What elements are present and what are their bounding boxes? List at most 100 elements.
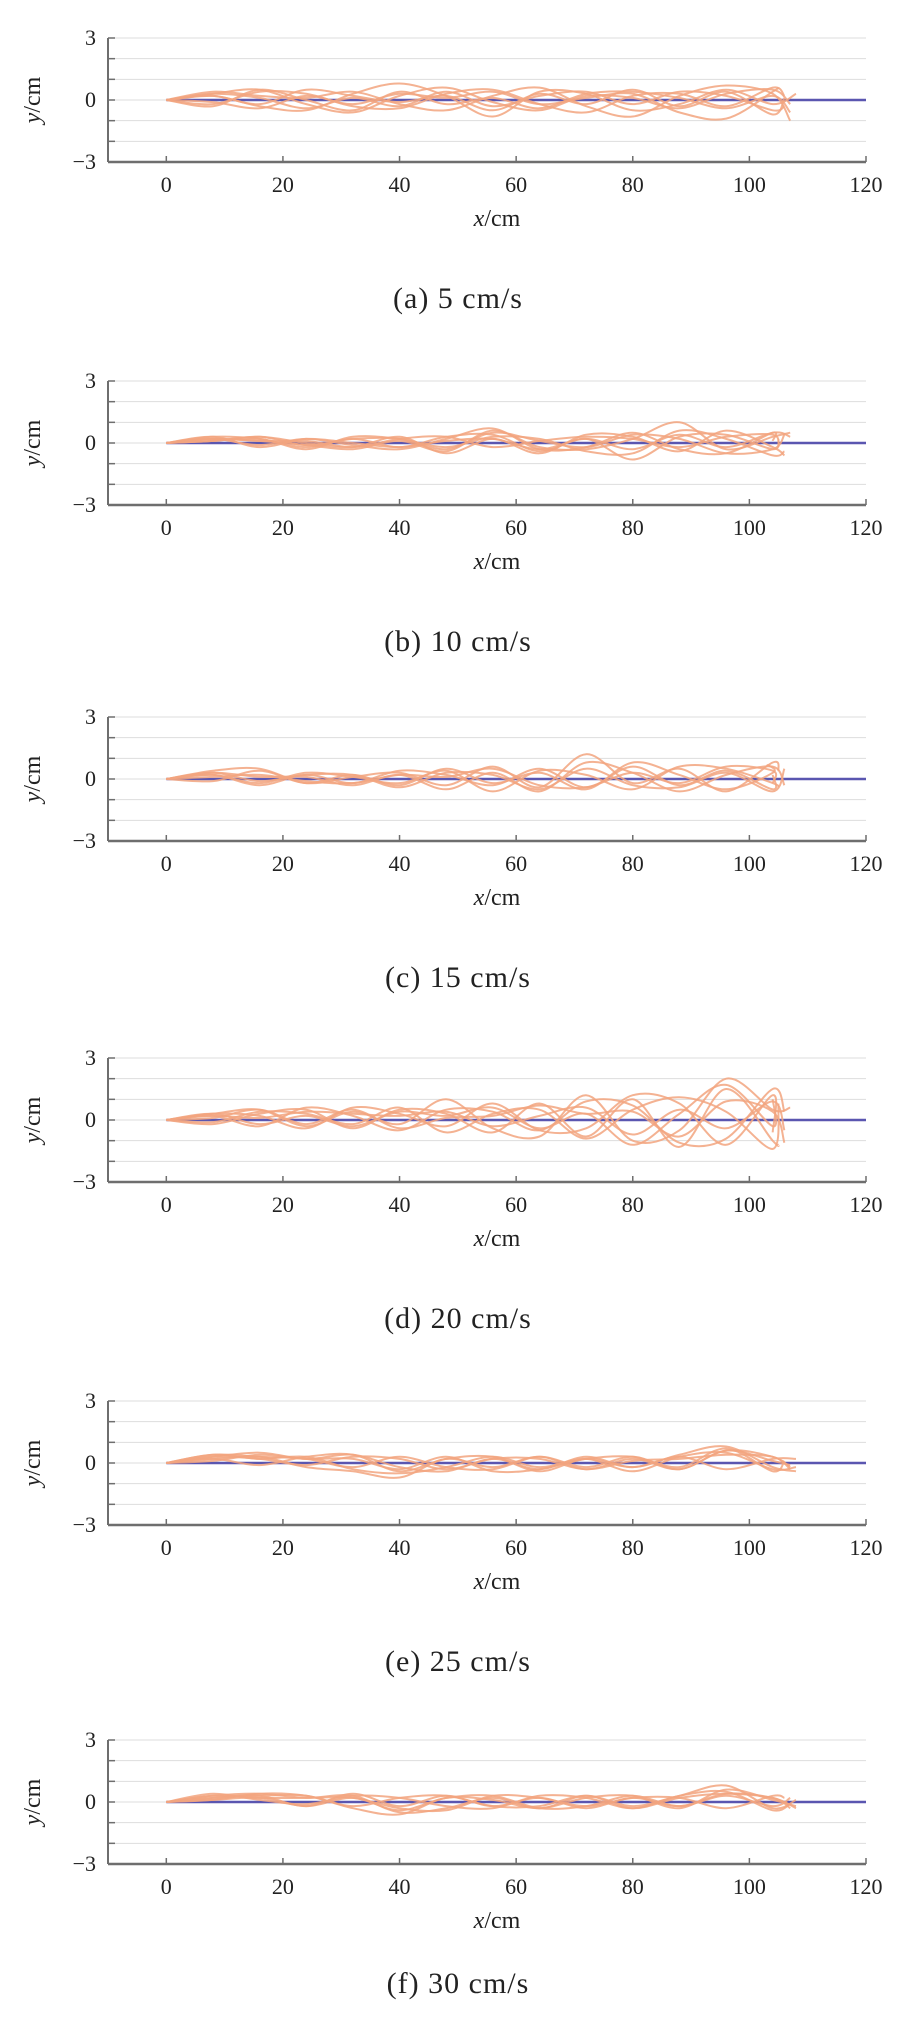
x-tick-label: 40 bbox=[389, 1192, 411, 1217]
trajectory-line-5 bbox=[166, 1096, 780, 1150]
y-axis-label: y/cm bbox=[20, 1778, 46, 1827]
y-axis-unit: /cm bbox=[20, 1439, 46, 1475]
x-tick-label: 120 bbox=[850, 515, 883, 540]
trajectory-line-3 bbox=[166, 82, 797, 118]
y-axis-label: y/cm bbox=[20, 76, 46, 125]
x-tick-label: 100 bbox=[733, 172, 766, 197]
trajectory-line-4 bbox=[166, 1447, 786, 1474]
y-tick-label: 0 bbox=[85, 87, 96, 112]
chart-caption-d: (d) 20 cm/s bbox=[384, 1302, 532, 1335]
x-tick-label: 20 bbox=[272, 1535, 294, 1560]
x-axis-unit: /cm bbox=[484, 885, 520, 911]
x-tick-label: 0 bbox=[161, 515, 172, 540]
x-tick-label: 60 bbox=[505, 515, 527, 540]
trajectory-line-7 bbox=[166, 1083, 778, 1146]
chart-caption-c: (c) 15 cm/s bbox=[385, 961, 531, 994]
chart-panel-b: 0 20 40 60 80 100 120 −3 0 3 y/cm x/cm (b) 10 cm/s bbox=[0, 343, 916, 683]
y-axis-variable: y bbox=[20, 112, 46, 125]
x-tick-label: 120 bbox=[850, 851, 883, 876]
trajectory-line-4 bbox=[166, 761, 776, 791]
x-tick-label: 40 bbox=[389, 172, 411, 197]
x-tick-label: 20 bbox=[272, 1192, 294, 1217]
y-tick-label: 3 bbox=[85, 1045, 96, 1070]
y-tick-label: 0 bbox=[85, 766, 96, 791]
x-tick-label: 60 bbox=[505, 1192, 527, 1217]
x-tick-label: 80 bbox=[622, 172, 644, 197]
trajectory-line-2 bbox=[166, 765, 778, 791]
y-axis-label: y/cm bbox=[20, 1096, 46, 1145]
x-axis-label: x/cm bbox=[473, 1908, 521, 1934]
trajectory-line-4 bbox=[166, 427, 778, 456]
y-tick-label: −3 bbox=[73, 1851, 96, 1876]
trajectory-line-6 bbox=[166, 1452, 797, 1473]
x-tick-label: 20 bbox=[272, 851, 294, 876]
y-axis-variable: y bbox=[20, 1814, 46, 1827]
x-axis-variable: x bbox=[473, 1226, 485, 1252]
x-axis-variable: x bbox=[473, 1908, 485, 1934]
x-tick-label: 40 bbox=[389, 1874, 411, 1899]
chart-panel-c: 0 20 40 60 80 100 120 −3 0 3 y/cm x/cm (c) 15 cm/s bbox=[0, 679, 916, 1019]
x-tick-label: 100 bbox=[733, 515, 766, 540]
trajectory-line-3 bbox=[166, 760, 786, 793]
x-axis-label: x/cm bbox=[473, 1226, 521, 1252]
x-tick-label: 80 bbox=[622, 1535, 644, 1560]
y-tick-label: 3 bbox=[85, 1388, 96, 1413]
trajectory-line-1 bbox=[166, 86, 791, 114]
x-tick-label: 40 bbox=[389, 851, 411, 876]
trajectory-line-8 bbox=[166, 431, 786, 455]
x-tick-label: 80 bbox=[622, 1192, 644, 1217]
y-tick-label: 3 bbox=[85, 368, 96, 393]
trajectory-line-5 bbox=[166, 86, 780, 121]
x-tick-label: 120 bbox=[850, 1874, 883, 1899]
chart-caption-a: (a) 5 cm/s bbox=[393, 282, 523, 315]
y-tick-label: 0 bbox=[85, 1107, 96, 1132]
x-axis-unit: /cm bbox=[484, 206, 520, 232]
y-tick-label: 0 bbox=[85, 430, 96, 455]
chart-panel-d: 0 20 40 60 80 100 120 −3 0 3 y/cm x/cm (d) 20 cm/s bbox=[0, 1020, 916, 1360]
x-tick-label: 120 bbox=[850, 1192, 883, 1217]
chart-panel-f: 0 20 40 60 80 100 120 −3 0 3 y/cm x/cm (f) 30 cm/s bbox=[0, 1702, 916, 2042]
y-tick-label: −3 bbox=[73, 1169, 96, 1194]
x-tick-label: 40 bbox=[389, 1535, 411, 1560]
x-axis-unit: /cm bbox=[484, 549, 520, 575]
trajectory-line-7 bbox=[166, 1449, 791, 1471]
x-axis-variable: x bbox=[473, 206, 485, 232]
chart-panel-a: 0 20 40 60 80 100 120 −3 0 3 y/cm x/cm (a) 5 cm/s bbox=[0, 0, 916, 340]
x-tick-label: 60 bbox=[505, 172, 527, 197]
x-tick-label: 20 bbox=[272, 172, 294, 197]
trajectory-line-4 bbox=[166, 1092, 778, 1146]
x-axis-variable: x bbox=[473, 549, 485, 575]
chart-caption-b: (b) 10 cm/s bbox=[384, 625, 532, 658]
x-tick-label: 100 bbox=[733, 1192, 766, 1217]
chart-caption-e: (e) 25 cm/s bbox=[385, 1645, 531, 1678]
x-tick-label: 0 bbox=[161, 1874, 172, 1899]
x-tick-label: 120 bbox=[850, 172, 883, 197]
y-tick-label: −3 bbox=[73, 149, 96, 174]
x-tick-label: 80 bbox=[622, 515, 644, 540]
x-tick-label: 20 bbox=[272, 515, 294, 540]
x-tick-label: 60 bbox=[505, 1535, 527, 1560]
trajectory-line-8 bbox=[166, 88, 786, 116]
x-tick-label: 100 bbox=[733, 851, 766, 876]
y-axis-variable: y bbox=[20, 1132, 46, 1145]
y-axis-unit: /cm bbox=[20, 76, 46, 112]
chart-panel-e: 0 20 40 60 80 100 120 −3 0 3 y/cm x/cm (e) 25 cm/s bbox=[0, 1363, 916, 1703]
y-tick-label: −3 bbox=[73, 492, 96, 517]
y-axis-variable: y bbox=[20, 1475, 46, 1488]
x-tick-label: 100 bbox=[733, 1874, 766, 1899]
trajectory-line-7 bbox=[166, 1794, 791, 1812]
x-tick-label: 0 bbox=[161, 851, 172, 876]
x-tick-label: 40 bbox=[389, 515, 411, 540]
y-tick-label: −3 bbox=[73, 828, 96, 853]
x-axis-unit: /cm bbox=[484, 1569, 520, 1595]
trajectory-line-7 bbox=[166, 767, 786, 793]
x-tick-label: 60 bbox=[505, 851, 527, 876]
x-tick-label: 0 bbox=[161, 1535, 172, 1560]
x-tick-label: 60 bbox=[505, 1874, 527, 1899]
y-axis-unit: /cm bbox=[20, 755, 46, 791]
trajectory-line-6 bbox=[166, 433, 780, 449]
y-tick-label: 3 bbox=[85, 704, 96, 729]
